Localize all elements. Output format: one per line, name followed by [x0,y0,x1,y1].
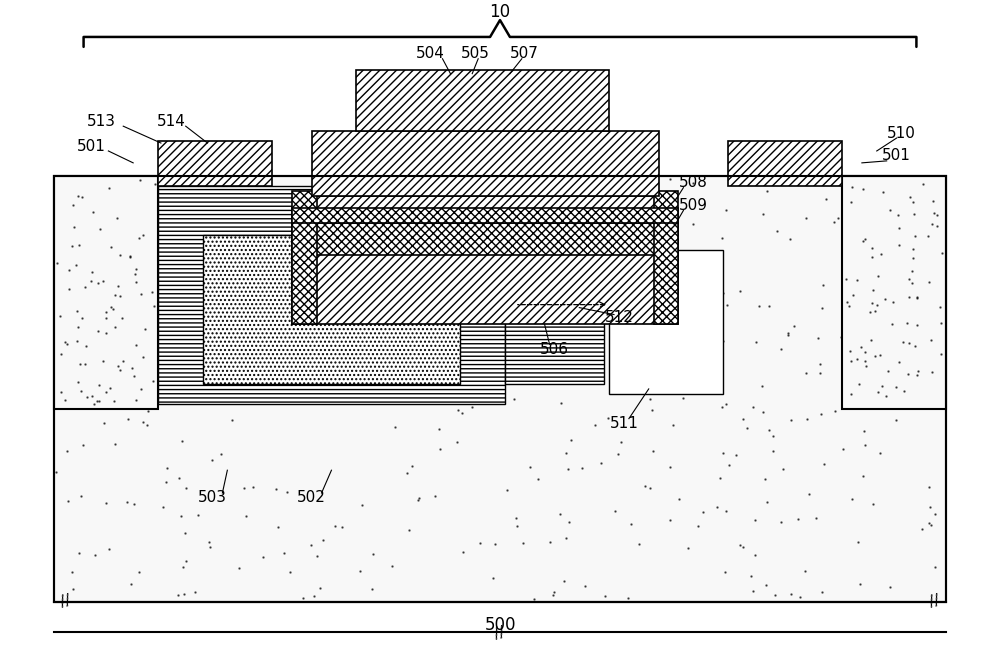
Bar [292,209,678,223]
Text: //: // [927,593,941,610]
Text: //: // [59,593,73,610]
Text: 506: 506 [540,342,569,357]
Text: 509: 509 [679,198,708,213]
Bar [654,191,678,324]
Bar [292,253,678,324]
Text: 501: 501 [77,138,106,153]
Text: 500: 500 [484,616,516,634]
Bar [292,223,678,255]
Text: 513: 513 [87,114,116,129]
Bar [842,176,946,409]
Bar [54,176,946,602]
Text: 511: 511 [609,416,638,431]
Bar [356,70,609,131]
Text: 503: 503 [198,490,227,505]
Bar [203,236,460,384]
Text: 505: 505 [461,46,490,61]
Bar [158,186,505,404]
Bar [609,250,723,394]
Bar [292,191,317,324]
Bar [312,131,659,195]
Text: //: // [493,624,507,642]
Bar [54,176,158,409]
Text: 504: 504 [416,46,445,61]
Bar [728,141,842,186]
Bar [505,275,604,384]
Text: 502: 502 [297,490,326,505]
Text: 510: 510 [887,126,916,141]
Text: 512: 512 [605,310,633,325]
Text: 10: 10 [489,3,511,21]
Bar [302,195,669,225]
Text: 507: 507 [510,46,539,61]
Text: 508: 508 [679,175,708,190]
Bar [158,141,272,186]
Bar [54,176,946,602]
Text: 514: 514 [156,114,185,129]
Text: 501: 501 [882,149,911,163]
